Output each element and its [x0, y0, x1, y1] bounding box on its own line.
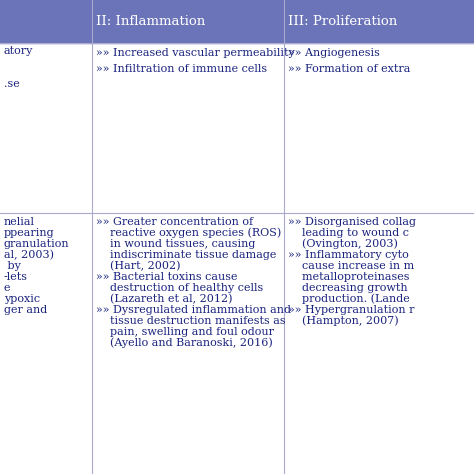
Text: indiscriminate tissue damage: indiscriminate tissue damage	[96, 250, 277, 260]
Text: ppearing: ppearing	[4, 228, 55, 237]
Text: nelial: nelial	[4, 217, 35, 227]
Text: destruction of healthy cells: destruction of healthy cells	[96, 283, 264, 292]
Text: by: by	[4, 261, 21, 271]
Text: »» Disorganised collag: »» Disorganised collag	[288, 217, 416, 227]
Text: »» Dysregulated inflammation and: »» Dysregulated inflammation and	[96, 305, 291, 315]
Bar	[0, 0, 474, 43]
Text: production. (Lande: production. (Lande	[288, 293, 410, 304]
Text: »» Infiltration of immune cells: »» Infiltration of immune cells	[96, 64, 267, 74]
Text: tissue destruction manifests as: tissue destruction manifests as	[96, 316, 286, 326]
Text: (Ovington, 2003): (Ovington, 2003)	[288, 238, 398, 249]
Text: »» Angiogenesis: »» Angiogenesis	[288, 47, 380, 58]
Text: pain, swelling and foul odour: pain, swelling and foul odour	[96, 327, 274, 337]
Text: II: Inflammation: II: Inflammation	[96, 15, 205, 28]
Text: in wound tissues, causing: in wound tissues, causing	[96, 238, 255, 248]
Text: granulation: granulation	[4, 238, 69, 248]
Text: (Hampton, 2007): (Hampton, 2007)	[288, 316, 399, 326]
Text: ger and: ger and	[4, 305, 47, 315]
Text: metalloproteinases: metalloproteinases	[288, 272, 410, 282]
Text: ypoxic: ypoxic	[4, 293, 40, 304]
Text: cause increase in m: cause increase in m	[288, 261, 414, 271]
Text: »» Hypergranulation r: »» Hypergranulation r	[288, 305, 415, 315]
Text: leading to wound c: leading to wound c	[288, 228, 409, 237]
Text: »» Formation of extra: »» Formation of extra	[288, 64, 410, 74]
Text: atory: atory	[4, 46, 33, 56]
Text: »» Increased vascular permeability: »» Increased vascular permeability	[96, 47, 295, 58]
Text: (Hart, 2002): (Hart, 2002)	[96, 261, 181, 271]
Text: III: Proliferation: III: Proliferation	[288, 15, 397, 28]
Text: e: e	[4, 283, 10, 292]
Text: -lets: -lets	[4, 272, 28, 282]
Text: »» Inflammatory cyto: »» Inflammatory cyto	[288, 250, 409, 260]
Text: al, 2003): al, 2003)	[4, 250, 54, 260]
Text: »» Greater concentration of: »» Greater concentration of	[96, 217, 253, 227]
Text: (Lazareth et al, 2012): (Lazareth et al, 2012)	[96, 293, 233, 304]
Text: reactive oxygen species (ROS): reactive oxygen species (ROS)	[96, 228, 282, 238]
Text: (Ayello and Baranoski, 2016): (Ayello and Baranoski, 2016)	[96, 337, 273, 348]
Text: decreasing growth: decreasing growth	[288, 283, 408, 292]
Text: .se: .se	[4, 79, 19, 89]
Text: »» Bacterial toxins cause: »» Bacterial toxins cause	[96, 272, 238, 282]
